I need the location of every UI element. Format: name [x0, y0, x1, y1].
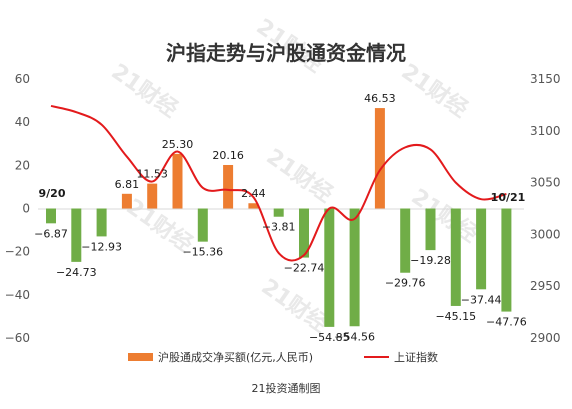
bar-data-label: 11.53: [136, 168, 168, 181]
watermark: 21财经: [107, 59, 183, 123]
chart-title: 沪指走势与沪股通资金情况: [166, 41, 406, 65]
bar-data-label: −6.87: [34, 227, 68, 240]
shanghai-index-line: [50, 104, 507, 262]
bar-data-label: −19.28: [410, 254, 451, 267]
bar-data-label: −29.76: [385, 277, 426, 290]
bar: [197, 208, 208, 242]
bar: [121, 193, 132, 209]
bar: [374, 108, 385, 209]
bar-data-label: 20.16: [212, 149, 244, 162]
left-axis-tick: 60: [15, 72, 30, 86]
bar: [450, 208, 461, 306]
start-date-label: 9/20: [39, 187, 66, 200]
bar-data-label: 2.44: [241, 187, 266, 200]
bar: [476, 208, 487, 290]
left-axis-tick: −60: [5, 331, 30, 345]
bar-data-label: 46.53: [364, 92, 396, 105]
bar: [349, 208, 360, 327]
left-axis-tick: −40: [5, 288, 30, 302]
legend: 沪股通成交净买额(亿元,人民币) 上证指数: [128, 350, 438, 364]
bar: [273, 208, 284, 217]
bar-data-label: −22.74: [284, 262, 325, 275]
bar: [324, 208, 335, 327]
bar: [425, 208, 436, 251]
left-axis-tick: −20: [5, 245, 30, 259]
right-axis-tick: 2950: [530, 279, 561, 293]
left-axis-tick: 40: [15, 115, 30, 129]
watermark: 21财经: [257, 274, 333, 338]
source-note: 21投资通制图: [252, 381, 321, 395]
bar-data-label: −3.81: [262, 221, 296, 234]
right-axis-tick: 3100: [530, 124, 561, 138]
bar: [46, 208, 56, 224]
right-axis-tick: 3150: [530, 72, 561, 86]
bar-data-label: 25.30: [162, 138, 194, 151]
bar: [96, 208, 107, 237]
bar: [501, 208, 512, 312]
left-axis-tick: 20: [15, 158, 30, 172]
bar-data-label: −12.93: [81, 240, 122, 253]
right-axis: 3150 3100 3050 3000 2950 2900: [530, 72, 561, 345]
bar: [248, 203, 259, 209]
bar: [71, 208, 82, 262]
bar-data-label: −54.85: [309, 331, 350, 344]
legend-line-label: 上证指数: [394, 350, 438, 364]
right-axis-tick: 2900: [530, 331, 561, 345]
bar-data-label: −15.36: [182, 246, 223, 259]
legend-bar-label: 沪股通成交净买额(亿元,人民币): [158, 350, 313, 364]
legend-bar-swatch: [128, 353, 153, 361]
bar-data-label: −54.56: [334, 330, 375, 343]
left-axis-tick: 0: [22, 202, 30, 216]
right-axis-tick: 3000: [530, 227, 561, 241]
bar: [299, 208, 309, 258]
bar-data-label: −47.76: [486, 316, 527, 329]
bar: [223, 164, 234, 209]
end-date-label: 10/21: [491, 191, 526, 204]
bar: [172, 153, 183, 209]
bar: [400, 208, 411, 273]
bar-series: [46, 108, 512, 327]
bar-data-label: −37.44: [461, 293, 502, 306]
watermark: 21财经: [262, 144, 338, 208]
right-axis-tick: 3050: [530, 176, 561, 190]
left-axis: 60 40 20 0 −20 −40 −60: [5, 72, 30, 345]
bar-data-label: −45.15: [435, 310, 476, 323]
bar-data-label: 6.81: [115, 178, 140, 191]
bar-data-label: −24.73: [56, 266, 97, 279]
watermark: 21财经: [397, 59, 473, 123]
watermark: 21财经: [407, 184, 483, 248]
bar: [147, 183, 158, 209]
